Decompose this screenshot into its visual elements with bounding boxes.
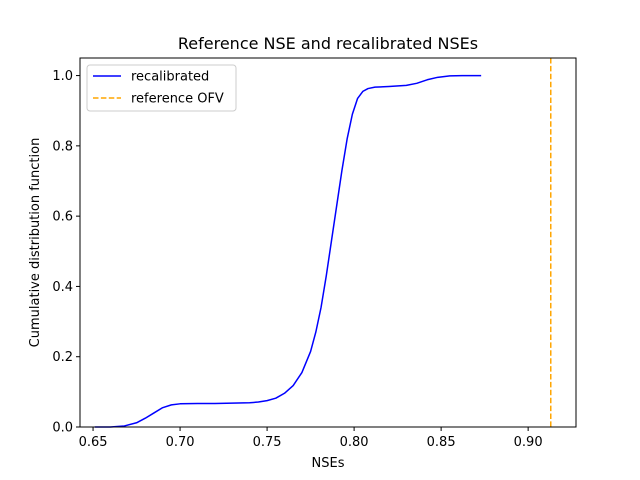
legend-reference-label: reference OFV [131, 92, 224, 107]
y-axis-ticks: 0.0 0.2 0.4 0.6 0.8 1.0 [52, 69, 80, 436]
legend-box [86, 64, 237, 112]
legend: recalibrated reference OFV [86, 64, 237, 112]
x-axis-ticks: 0.65 0.70 0.75 0.80 0.85 0.90 [79, 427, 543, 450]
y-tick-label: 1.0 [52, 69, 73, 84]
plot-frame [79, 57, 577, 428]
x-tick-label: 0.90 [514, 435, 543, 450]
x-tick-label: 0.85 [427, 435, 456, 450]
y-axis-label: Cumulative distribution function [28, 138, 43, 348]
x-tick-label: 0.65 [79, 435, 108, 450]
chart-title: Reference NSE and recalibrated NSEs [178, 34, 478, 53]
x-tick-label: 0.80 [340, 435, 369, 450]
x-axis-label: NSEs [312, 456, 345, 471]
plot-lines [94, 58, 552, 428]
y-tick-label: 0.4 [52, 280, 73, 295]
y-tick-label: 0.8 [52, 139, 73, 154]
recalibrated-cdf-line [94, 74, 482, 428]
x-tick-label: 0.70 [166, 435, 195, 450]
y-tick-label: 0.6 [52, 210, 73, 225]
x-tick-label: 0.75 [253, 435, 282, 450]
y-tick-label: 0.0 [52, 421, 73, 436]
legend-recalibrated-label: recalibrated [131, 70, 209, 85]
y-tick-label: 0.2 [52, 350, 73, 365]
